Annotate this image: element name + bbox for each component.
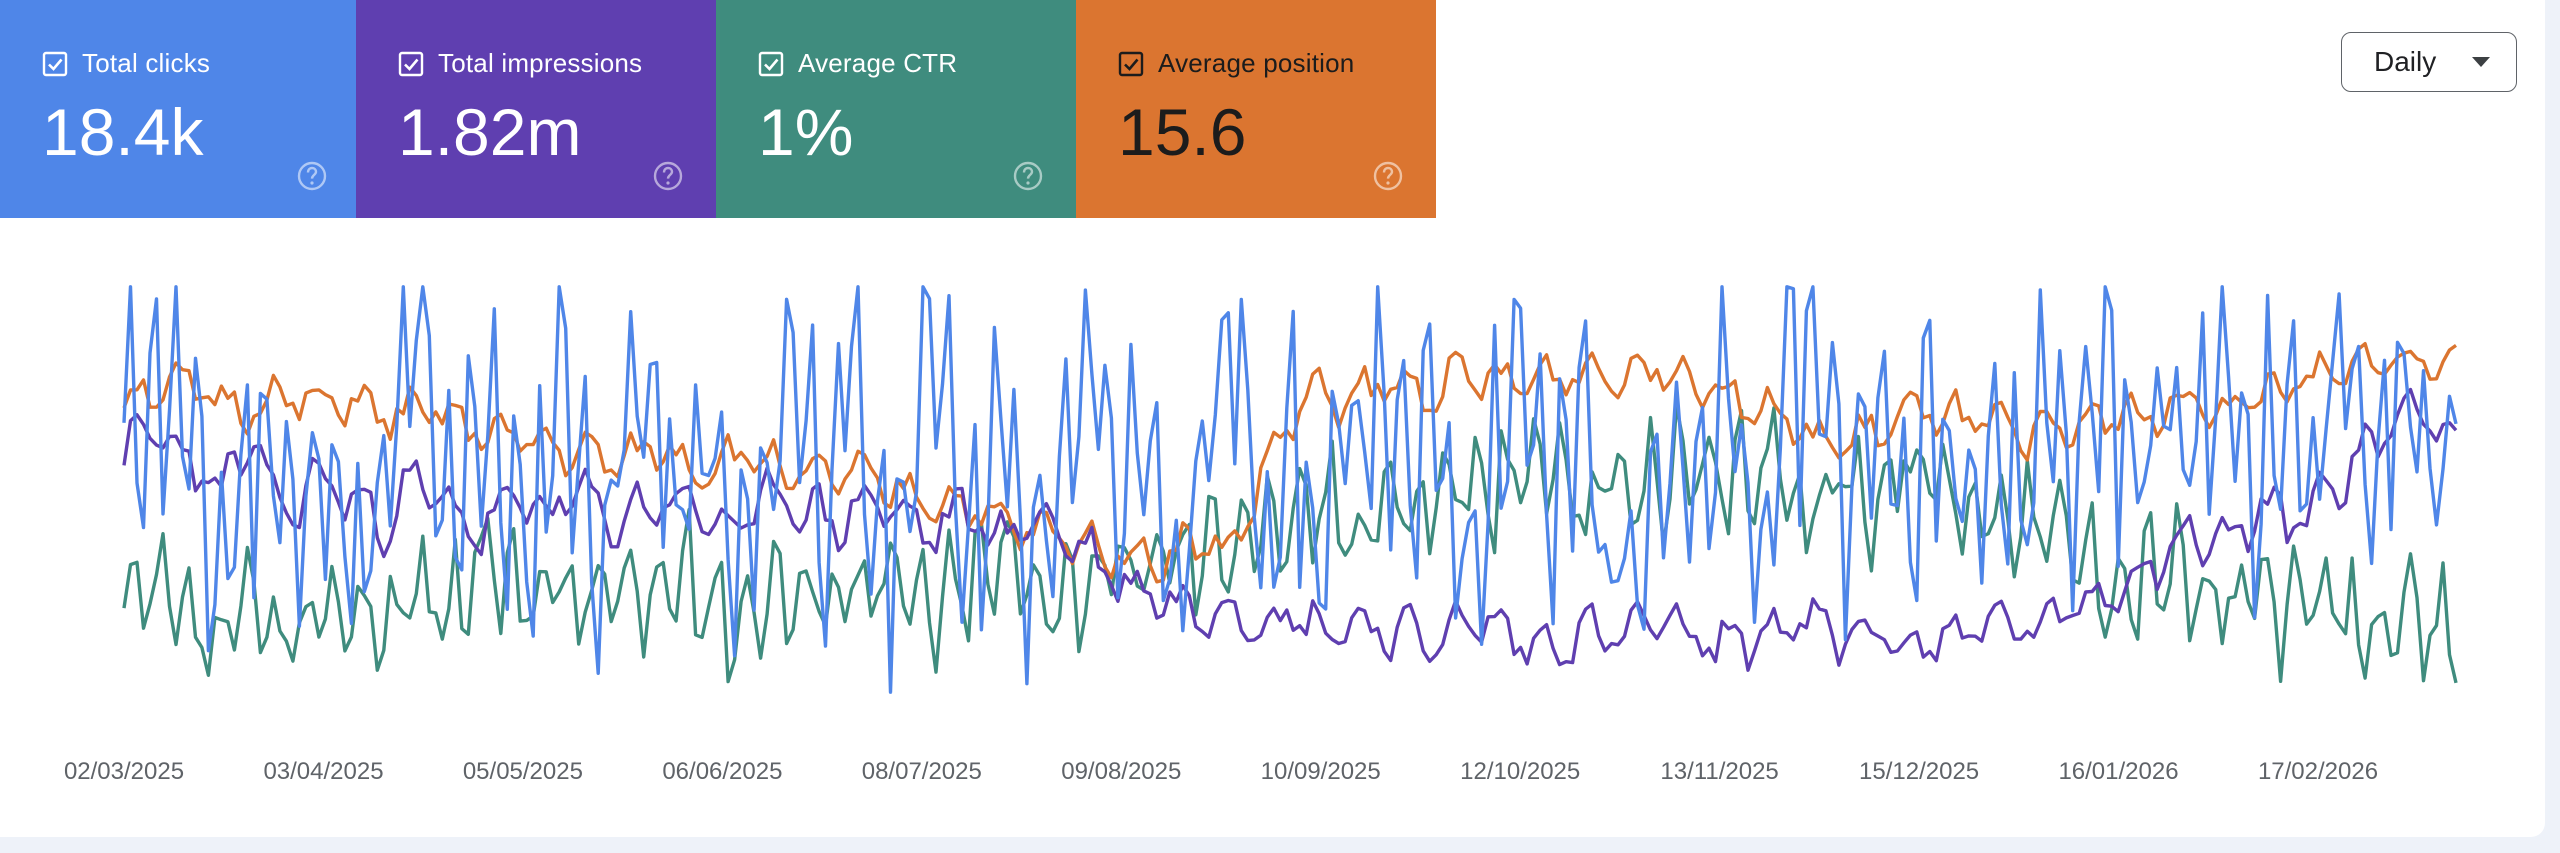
metric-average-ctr[interactable]: Average CTR 1% [716,0,1076,218]
granularity-dropdown[interactable]: Daily [2341,32,2517,92]
metric-total-impressions[interactable]: Total impressions 1.82m [356,0,716,218]
metric-value: 1% [758,95,854,169]
series-line-total-clicks [122,285,2458,694]
metric-label: Total clicks [82,48,211,78]
metric-label: Average position [1158,48,1355,78]
x-tick-label: 02/03/2025 [64,758,184,785]
x-tick-label: 15/12/2025 [1859,758,1979,785]
x-tick-label: 10/09/2025 [1261,758,1381,785]
checkbox-checked-icon[interactable] [42,51,68,77]
x-tick-label: 08/07/2025 [862,758,982,785]
metric-label: Total impressions [438,48,643,78]
metric-value: 15.6 [1118,95,1247,169]
metric-total-clicks[interactable]: Total clicks 18.4k [0,0,360,218]
x-tick-label: 05/05/2025 [463,758,583,785]
metric-value: 1.82m [398,95,582,169]
caret-down-icon [2472,57,2490,67]
metric-value: 18.4k [42,95,204,169]
help-icon[interactable] [652,160,684,192]
series-layer [122,285,2458,694]
metric-label: Average CTR [798,48,958,78]
x-tick-label: 09/08/2025 [1061,758,1181,785]
x-tick-label: 03/04/2025 [263,758,383,785]
x-tick-label: 17/02/2026 [2258,758,2378,785]
x-tick-label: 12/10/2025 [1460,758,1580,785]
metric-average-position[interactable]: Average position 15.6 [1076,0,1436,218]
granularity-selected: Daily [2374,46,2437,77]
checkbox-checked-icon[interactable] [758,51,784,77]
help-icon[interactable] [1012,160,1044,192]
checkbox-checked-icon[interactable] [1118,51,1144,77]
x-tick-label: 16/01/2026 [2058,758,2178,785]
checkbox-checked-icon[interactable] [398,51,424,77]
help-icon[interactable] [1372,160,1404,192]
performance-card: Total clicks 18.4k Total impressions 1.8… [0,0,2545,837]
x-tick-label: 06/06/2025 [662,758,782,785]
chart-canvas: 02/03/2025 03/04/2025 05/05/2025 06/06/2025… [64,285,2458,785]
x-axis: 02/03/2025 03/04/2025 05/05/2025 06/06/2025… [64,758,2378,785]
series-line-average-ctr [122,403,2458,684]
x-tick-label: 13/11/2025 [1660,758,1778,785]
performance-chart: 02/03/2025 03/04/2025 05/05/2025 06/06/2025… [0,218,2545,808]
help-icon[interactable] [296,160,328,192]
